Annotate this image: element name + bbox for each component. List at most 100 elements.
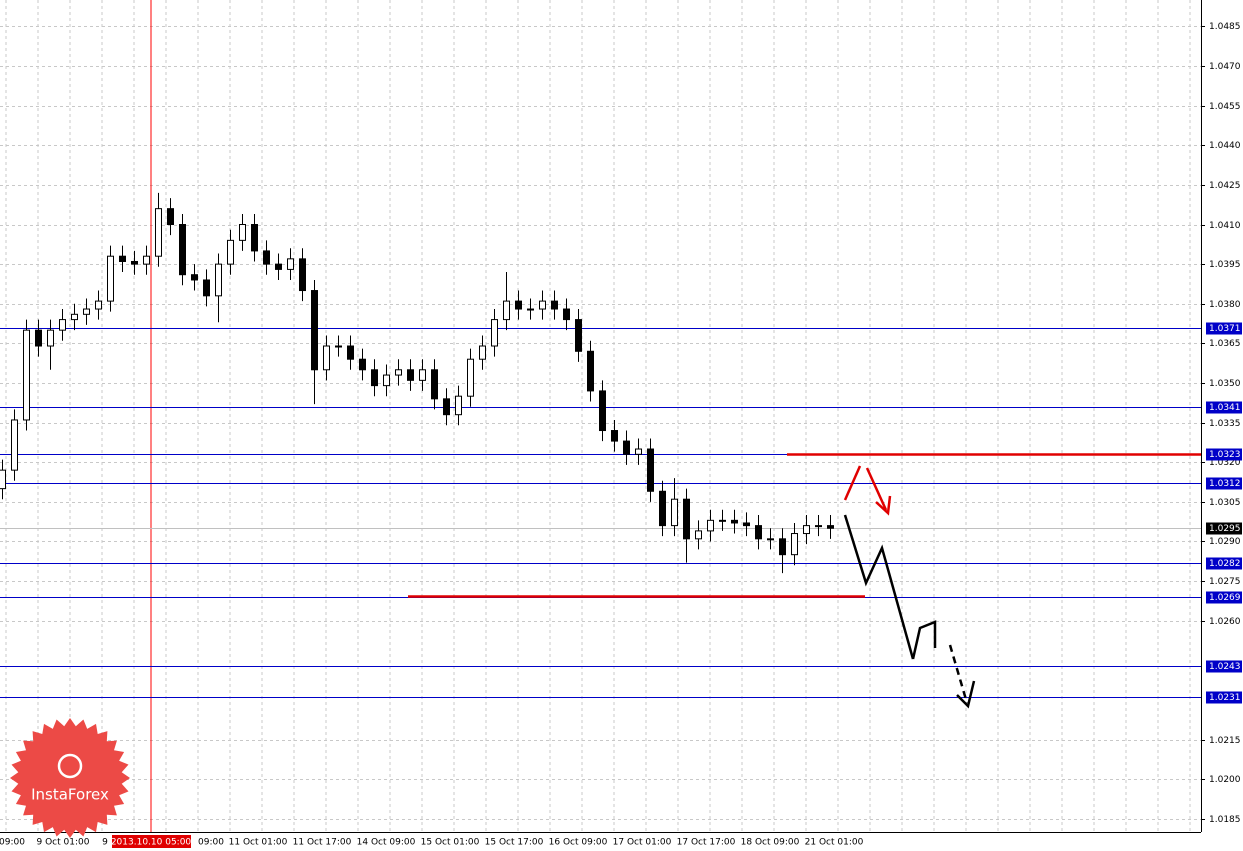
x-tick-label: 11 Oct 01:00 <box>229 838 288 848</box>
candle-body <box>119 255 126 262</box>
candle-body <box>599 390 606 432</box>
candle-body <box>683 498 690 540</box>
candle-body <box>275 263 282 270</box>
x-tick-label: 15 Oct 17:00 <box>485 838 544 848</box>
x-tick-label: 18 Oct 09:00 <box>741 838 800 848</box>
logo: InstaForex <box>10 718 130 838</box>
candle-body <box>707 519 714 532</box>
red-forecast-arrow <box>843 465 892 516</box>
arrow-segment <box>911 620 937 660</box>
candle-body <box>335 345 342 348</box>
level-label-box <box>1206 477 1242 490</box>
y-tick-label: 1.0425 <box>1209 181 1241 191</box>
candle-body <box>755 525 762 540</box>
candle-body <box>647 448 654 492</box>
level-label: 1.0282 <box>1209 559 1241 569</box>
level-label: 1.0341 <box>1209 403 1241 413</box>
level-label-box <box>1206 557 1242 570</box>
candle-body <box>83 308 90 315</box>
candle-body <box>623 440 630 455</box>
last-price-box <box>1206 522 1242 535</box>
candle-body <box>491 319 498 347</box>
y-tick-label: 1.0320 <box>1209 458 1241 468</box>
candle-body <box>395 369 402 376</box>
y-tick-label: 1.0290 <box>1209 537 1241 547</box>
candle-body <box>179 224 186 276</box>
candle-body <box>515 300 522 310</box>
y-tick-label: 1.0470 <box>1209 62 1241 72</box>
candle-body <box>563 308 570 321</box>
y-tick-label: 1.0455 <box>1209 102 1241 112</box>
level-label: 1.0371 <box>1209 324 1241 334</box>
candle-body <box>263 250 270 265</box>
candle-body <box>35 329 42 347</box>
level-label: 1.0312 <box>1209 479 1241 489</box>
candle-body <box>743 522 750 527</box>
candle-body <box>587 350 594 392</box>
candle-body <box>539 300 546 310</box>
y-tick-label: 1.0365 <box>1209 339 1241 349</box>
candle-body <box>323 345 330 371</box>
level-label: 1.0269 <box>1209 593 1241 603</box>
candle-body <box>251 224 258 252</box>
candle-body <box>155 208 162 257</box>
candle-body <box>215 263 222 297</box>
candle-body <box>131 260 138 265</box>
y-tick-label: 1.0260 <box>1209 617 1241 627</box>
x-tick-label: 15 Oct 01:00 <box>421 838 480 848</box>
cursor-label: 2013.10.10 05:00 <box>111 838 192 848</box>
candle-body <box>347 345 354 360</box>
candle-body <box>0 469 6 490</box>
candle-body <box>803 525 810 535</box>
arrow-segment <box>865 467 888 511</box>
candle-body <box>299 258 306 292</box>
candle-body <box>191 274 198 281</box>
arrow-segment <box>948 644 969 704</box>
level-label-box <box>1206 591 1242 604</box>
candle-body <box>611 430 618 442</box>
candle-body <box>479 345 486 360</box>
candle-body <box>827 525 834 529</box>
y-tick-label: 1.0350 <box>1209 379 1241 389</box>
arrow-segment <box>843 514 915 660</box>
candle-body <box>407 369 414 381</box>
level-label-box <box>1206 448 1242 461</box>
cursor-label-box <box>112 835 191 848</box>
y-tick-label: 1.0395 <box>1209 260 1241 270</box>
candle-body <box>695 530 702 540</box>
candle-body <box>371 369 378 387</box>
candle-body <box>503 300 510 321</box>
candle-body <box>443 398 450 416</box>
y-tick-label: 1.0185 <box>1209 815 1241 825</box>
y-tick-label: 1.0440 <box>1209 141 1241 151</box>
arrow-segment <box>843 465 862 501</box>
y-tick-label: 1.0275 <box>1209 577 1241 587</box>
candle-body <box>311 290 318 371</box>
logo-icon <box>57 753 83 779</box>
candle-body <box>143 255 150 265</box>
y-tick-label: 1.0215 <box>1209 736 1241 746</box>
candle-body <box>23 329 30 421</box>
last-price-label: 1.0295 <box>1209 524 1241 534</box>
logo-text: InstaForex <box>31 786 109 804</box>
x-tick-label: 21 Oct 01:00 <box>805 838 864 848</box>
candle-body <box>467 358 474 397</box>
candle-body <box>107 255 114 302</box>
candle-body <box>659 490 666 527</box>
y-tick-label: 1.0485 <box>1209 22 1241 32</box>
y-tick-label: 1.0410 <box>1209 221 1241 231</box>
candle-body <box>791 533 798 556</box>
candle-body <box>239 224 246 241</box>
candle-body <box>359 358 366 371</box>
level-label-box <box>1206 691 1242 704</box>
candle-body <box>287 258 294 270</box>
candle-body <box>203 279 210 297</box>
y-tick-label: 1.0200 <box>1209 775 1241 785</box>
level-label-box <box>1206 660 1242 673</box>
arrow-head <box>956 680 976 709</box>
candle-body <box>551 300 558 310</box>
candle-body <box>767 538 774 541</box>
candle-body <box>719 519 726 522</box>
x-tick-label: 14 Oct 09:00 <box>357 838 416 848</box>
